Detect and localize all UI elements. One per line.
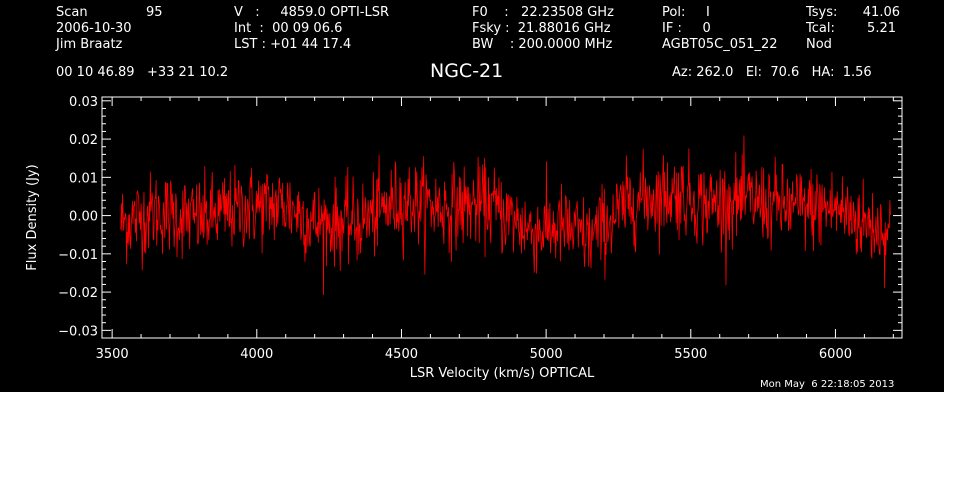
x-tick-label: 3500 — [96, 347, 129, 362]
x-tick-label: 4500 — [385, 347, 418, 362]
x-tick-label: 6000 — [819, 347, 852, 362]
render-timestamp: Mon May 6 22:18:05 2013 — [760, 379, 895, 390]
x-tick-label: 5500 — [674, 347, 707, 362]
tsys-label: Tsys: — [806, 5, 838, 20]
integration-time: Int : 00 09 06.6 — [234, 21, 343, 36]
scan-label: Scan — [56, 5, 88, 20]
tcal-label: Tcal: — [806, 21, 835, 36]
observing-mode: Nod — [806, 37, 832, 52]
y-tick-label: 0.02 — [69, 133, 98, 148]
plot-panel: Scan 95 2006-10-30 Jim Braatz V : 4859.0… — [0, 0, 944, 392]
tcal-value: 5.21 — [867, 21, 896, 36]
lst-info: LST : +01 44 17.4 — [234, 37, 352, 52]
y-axis-label: Flux Density (Jy) — [25, 164, 40, 270]
spectrum-line — [120, 135, 891, 296]
tsys-value: 41.06 — [862, 5, 900, 20]
y-tick-label: −0.03 — [58, 324, 98, 339]
pointing-info: Az: 262.0 El: 70.6 HA: 1.56 — [672, 65, 872, 80]
axis-ticks: 3500 4000 4500 5000 5500 6000 −0.03 −0.02 −0.01 0… — [58, 95, 902, 362]
plot-frame — [101, 96, 903, 339]
source-coordinates: 00 10 46.89 +33 21 10.2 — [56, 65, 229, 80]
spectrum-chart: 3500 4000 4500 5000 5500 6000 −0.03 −0.02 −0.01 0… — [25, 95, 903, 381]
sky-frequency: Fsky : 21.88016 GHz — [472, 21, 611, 36]
polarization: Pol: I — [662, 5, 710, 20]
chart-title: NGC-21 — [430, 60, 504, 82]
y-tick-label: −0.01 — [58, 248, 98, 263]
scan-number: 95 — [146, 5, 163, 20]
rest-frequency: F0 : 22.23508 GHz — [472, 5, 614, 20]
y-tick-label: −0.02 — [58, 286, 98, 301]
y-tick-label: 0.01 — [69, 171, 98, 186]
x-tick-label: 5000 — [530, 347, 563, 362]
velocity-info: V : 4859.0 OPTI-LSR — [234, 5, 390, 20]
x-tick-label: 4000 — [240, 347, 273, 362]
project-id: AGBT05C_051_22 — [662, 37, 778, 52]
spectrum-series-layer — [120, 135, 891, 296]
bandwidth: BW : 200.0000 MHz — [472, 37, 613, 52]
y-tick-label: 0.00 — [69, 210, 98, 225]
x-axis-label: LSR Velocity (km/s) OPTICAL — [410, 366, 595, 381]
observer-name: Jim Braatz — [56, 37, 123, 52]
if-number: IF : 0 — [662, 21, 711, 36]
y-tick-label: 0.03 — [69, 95, 98, 110]
observation-date: 2006-10-30 — [56, 21, 132, 36]
